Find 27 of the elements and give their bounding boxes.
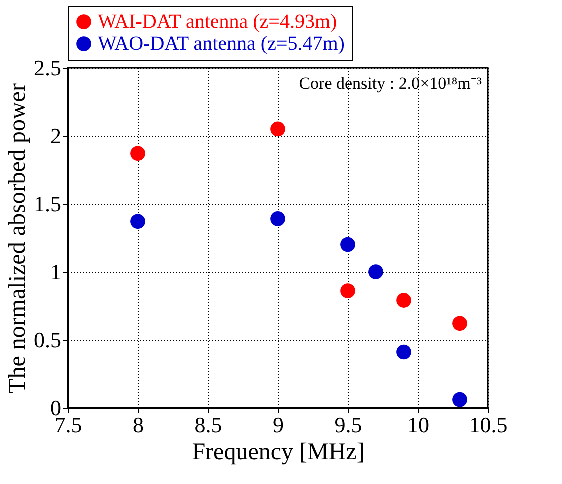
y-tick-label: 2	[50, 124, 62, 148]
annotation: Core density : 2.0×10¹⁸m⁻³	[299, 74, 482, 93]
x-axis-title: Frequency [MHz]	[192, 440, 365, 466]
point	[130, 214, 146, 230]
point	[270, 212, 286, 226]
point	[452, 392, 468, 408]
point	[270, 122, 286, 137]
y-tick-label: 1	[50, 260, 62, 284]
y-tick-label: 0.5	[34, 328, 62, 352]
point	[340, 284, 356, 298]
point	[396, 344, 412, 360]
point	[340, 237, 356, 252]
x-tick-label: 8	[133, 412, 144, 438]
y-tick-label: 2.5	[34, 56, 62, 80]
x-tick-label: 8.5	[194, 412, 222, 438]
legend-label: WAI-DAT antenna (z=4.93m)	[98, 11, 338, 33]
legend-label: WAO-DAT antenna (z=5.47m)	[98, 33, 345, 55]
y-tick-label: 1.5	[34, 192, 62, 216]
x-tick-label: 10.5	[469, 412, 508, 438]
point	[368, 264, 384, 280]
point	[452, 316, 468, 332]
point	[396, 293, 412, 308]
x-tick-label: 9.5	[334, 412, 362, 438]
x-tick-label: 10	[408, 412, 430, 438]
x-tick-label: 9	[273, 412, 284, 438]
y-axis-title: The normalized absorbed power	[5, 84, 31, 394]
point	[130, 146, 146, 162]
